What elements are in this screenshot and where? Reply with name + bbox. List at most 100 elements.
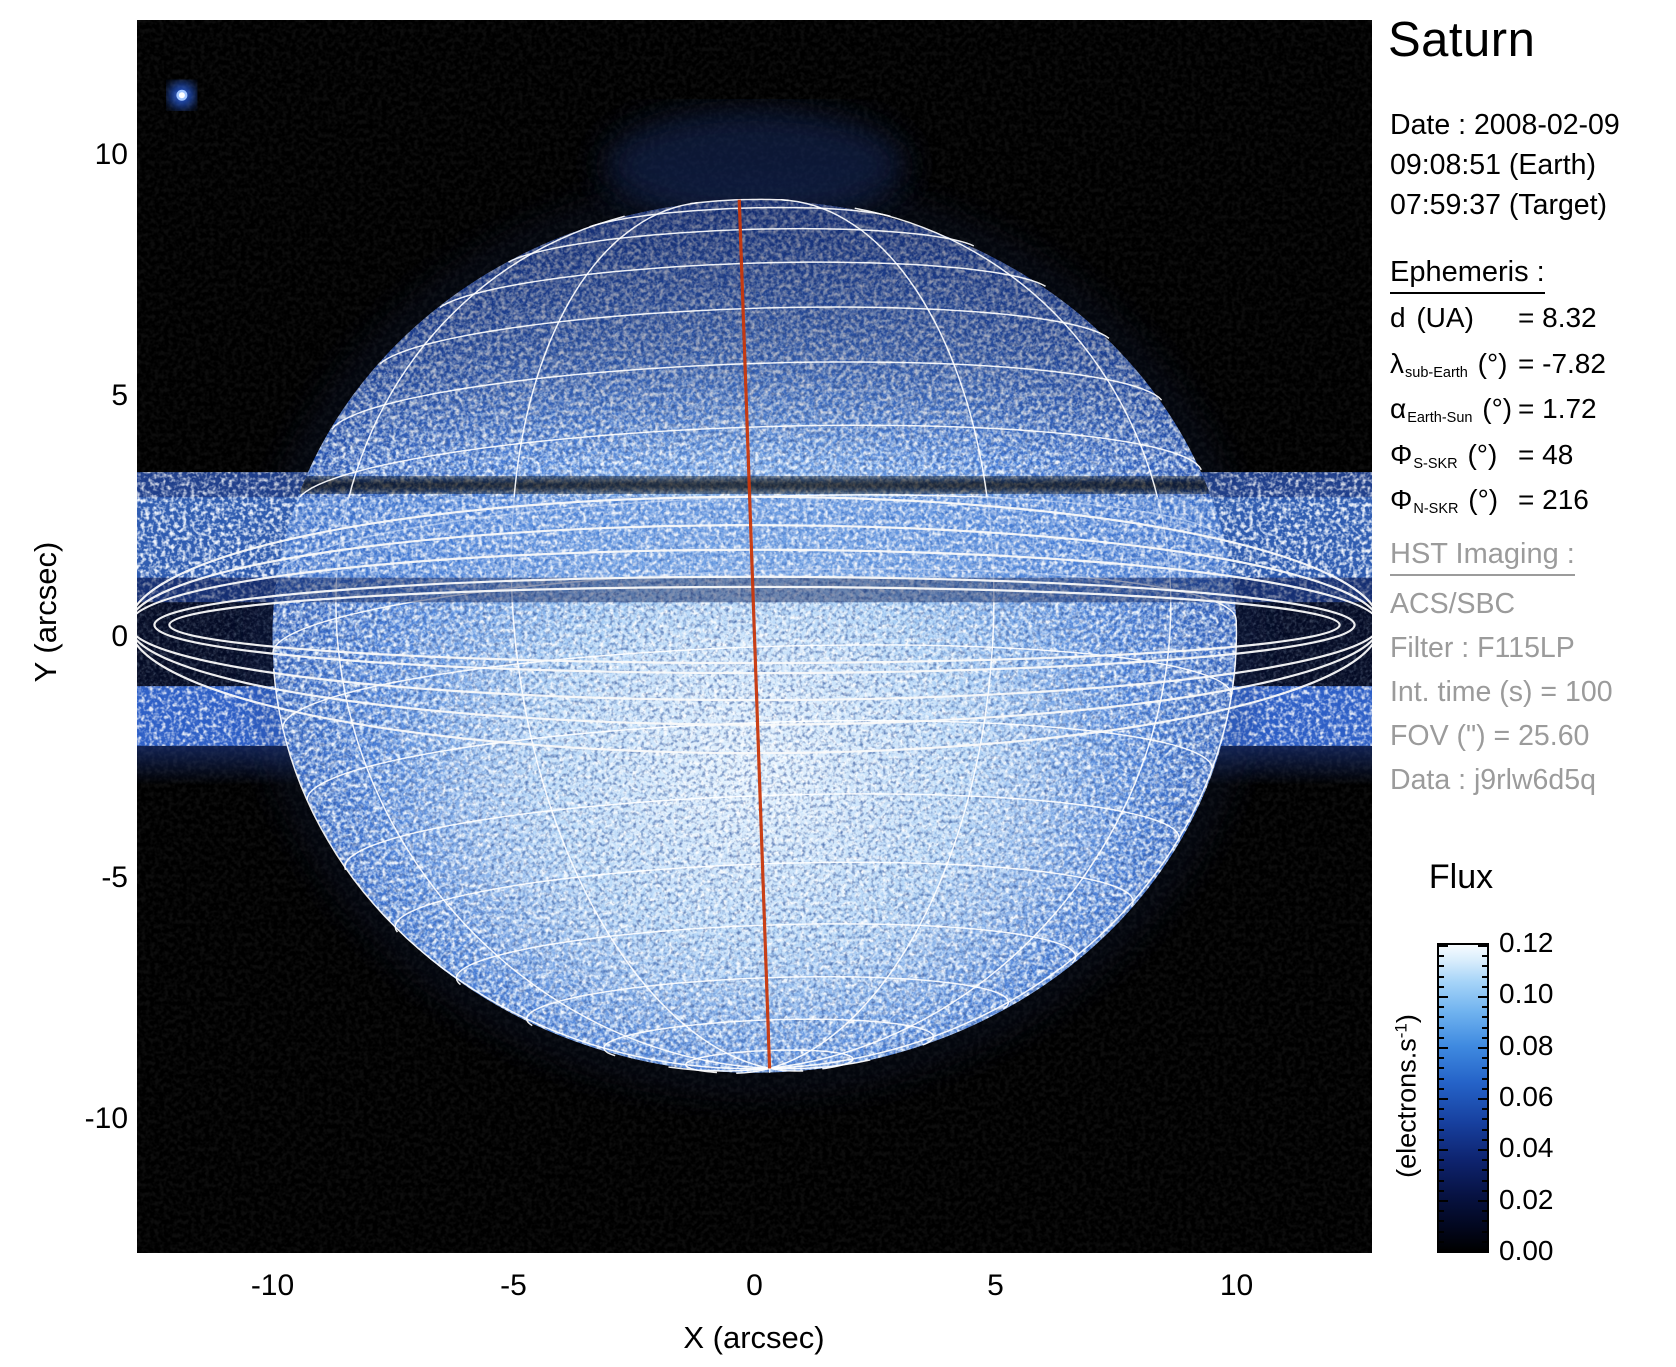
meridian-line	[769, 619, 1238, 1070]
ring-outline	[137, 495, 1372, 755]
colorbar-title: Flux	[1428, 858, 1494, 896]
colorbar-tick-label: 0.02	[1499, 1183, 1554, 1215]
colorbar-minor-tick	[1439, 1220, 1444, 1223]
colorbar-major-tick	[1478, 1149, 1487, 1151]
ephemeris-row-phase-angle: αEarth-Sun (°) = 1.72	[1390, 393, 1597, 426]
meridian-line	[769, 207, 1172, 1070]
north-limb-glow	[604, 110, 905, 221]
ring-band	[137, 497, 1372, 578]
colorbar-major-tick	[1478, 996, 1487, 998]
hst-instrument: ACS/SBC	[1390, 588, 1516, 620]
meridian-line	[272, 668, 770, 1070]
colorbar-major-tick	[1439, 1098, 1448, 1100]
hst-dataset: Data : j9rlw6d5q	[1390, 764, 1596, 796]
colorbar-minor-tick	[1439, 1026, 1444, 1029]
ring-outline	[137, 524, 1372, 726]
colorbar-tick-label: 0.10	[1499, 978, 1554, 1010]
colorbar-minor-tick	[1439, 1057, 1444, 1060]
y-tick-label: 0	[111, 619, 128, 653]
ephemeris-table: d (UA) = 8.32 λsub-Earth (°) = -7.82 αEa…	[1390, 302, 1606, 530]
ephemeris-row-s-skr: ΦS-SKR (°) = 48	[1390, 438, 1574, 472]
colorbar-unit-label: (electrons.s-1)	[1391, 1014, 1422, 1178]
colorbar-minor-tick	[1482, 975, 1487, 978]
colorbar-minor-tick	[1482, 1169, 1487, 1172]
colorbar-major-tick	[1439, 1047, 1448, 1049]
colorbar-major-tick	[1478, 1047, 1487, 1049]
colorbar-tick-label: 0.04	[1499, 1132, 1554, 1164]
colorbar-minor-tick	[1482, 1067, 1487, 1070]
colorbar-minor-tick	[1482, 1189, 1487, 1192]
central-meridian	[737, 199, 772, 1069]
flux-colorbar	[1437, 943, 1489, 1253]
colorbar-tick-label: 0.00	[1499, 1235, 1554, 1266]
colorbar-major-tick	[1439, 1149, 1448, 1151]
meridian-line	[335, 215, 770, 1070]
colorbar-minor-tick	[1482, 1220, 1487, 1223]
ephemeris-heading-wrap: Ephemeris :	[1390, 256, 1545, 294]
meridian-line	[769, 1067, 804, 1072]
colorbar-minor-tick	[1482, 955, 1487, 958]
colorbar-minor-tick	[1439, 1128, 1444, 1131]
colorbar-minor-tick	[1439, 1067, 1444, 1070]
colorbar-tick-label: 0.12	[1499, 927, 1554, 958]
meridian-line	[668, 1066, 770, 1072]
colorbar-minor-tick	[1439, 1016, 1444, 1019]
saturn-hst-image	[137, 20, 1372, 1253]
colorbar-minor-tick	[1482, 1108, 1487, 1111]
ephemeris-row-sub-earth-lat: λsub-Earth (°) = -7.82	[1390, 347, 1606, 381]
ring-shadow-band	[272, 477, 1237, 493]
colorbar-major-tick	[1478, 1249, 1487, 1251]
observation-date-line: Date : 2008-02-09	[1390, 109, 1620, 141]
observation-earth-time: 09:08:51 (Earth)	[1390, 149, 1596, 181]
colorbar-minor-tick	[1439, 985, 1444, 988]
colorbar-minor-tick	[1482, 1036, 1487, 1039]
page-title: Saturn	[1388, 13, 1536, 67]
y-axis-label: Y (arcsec)	[28, 541, 63, 683]
rings-front-of-planet	[137, 497, 1372, 603]
colorbar-major-tick	[1439, 996, 1448, 998]
colorbar-minor-tick	[1482, 1006, 1487, 1009]
ephemeris-row-n-skr: ΦN-SKR (°) = 216	[1390, 484, 1589, 517]
colorbar-minor-tick	[1482, 965, 1487, 968]
ring-outline	[137, 548, 1372, 702]
colorbar-minor-tick	[1482, 1138, 1487, 1141]
colorbar-minor-tick	[1482, 1240, 1487, 1243]
meridian-line	[510, 201, 770, 1070]
x-tick-label: -10	[250, 1269, 295, 1302]
x-tick-label: 5	[987, 1269, 1004, 1302]
colorbar-tick-label: 0.08	[1499, 1029, 1554, 1061]
colorbar-major-tick	[1478, 1098, 1487, 1100]
colorbar-major-tick	[1478, 945, 1487, 947]
colorbar-minor-tick	[1482, 1087, 1487, 1090]
colorbar-minor-tick	[1482, 1230, 1487, 1233]
colorbar-minor-tick	[1482, 1077, 1487, 1080]
colorbar-minor-tick	[1439, 1169, 1444, 1172]
colorbar-minor-tick	[1439, 975, 1444, 978]
meridian-line	[736, 1067, 770, 1075]
colorbar-minor-tick	[1482, 985, 1487, 988]
central-meridian-line	[737, 199, 772, 1069]
colorbar-minor-tick	[1482, 1159, 1487, 1162]
observation-datetime: Date : 2008-02-09 09:08:51 (Earth) 07:59…	[1390, 105, 1620, 225]
x-tick-label: 10	[1219, 1269, 1254, 1302]
meridian-line	[769, 1059, 871, 1070]
ephemeris-heading: Ephemeris :	[1390, 256, 1545, 294]
colorbar-minor-tick	[1482, 1179, 1487, 1182]
saturn-plot-area	[137, 20, 1372, 1253]
colorbar-minor-tick	[1439, 1087, 1444, 1090]
colorbar-minor-tick	[1439, 1036, 1444, 1039]
hst-fov: FOV (") = 25.60	[1390, 720, 1590, 752]
colorbar-minor-tick	[1482, 1128, 1487, 1131]
colorbar-major-tick	[1478, 1200, 1487, 1202]
colorbar-minor-tick	[1439, 1108, 1444, 1111]
colorbar-major-tick	[1439, 1249, 1448, 1251]
colorbar-minor-tick	[1439, 1138, 1444, 1141]
y-tick-label: -10	[84, 1101, 128, 1135]
colorbar-minor-tick	[1439, 1240, 1444, 1243]
x-tick-label: -5	[500, 1269, 527, 1302]
hst-info-block: ACS/SBC Filter : F115LP Int. time (s) = …	[1390, 582, 1613, 802]
colorbar-minor-tick	[1439, 1118, 1444, 1121]
colorbar-minor-tick	[1439, 1179, 1444, 1182]
hst-int-time: Int. time (s) = 100	[1390, 676, 1613, 708]
